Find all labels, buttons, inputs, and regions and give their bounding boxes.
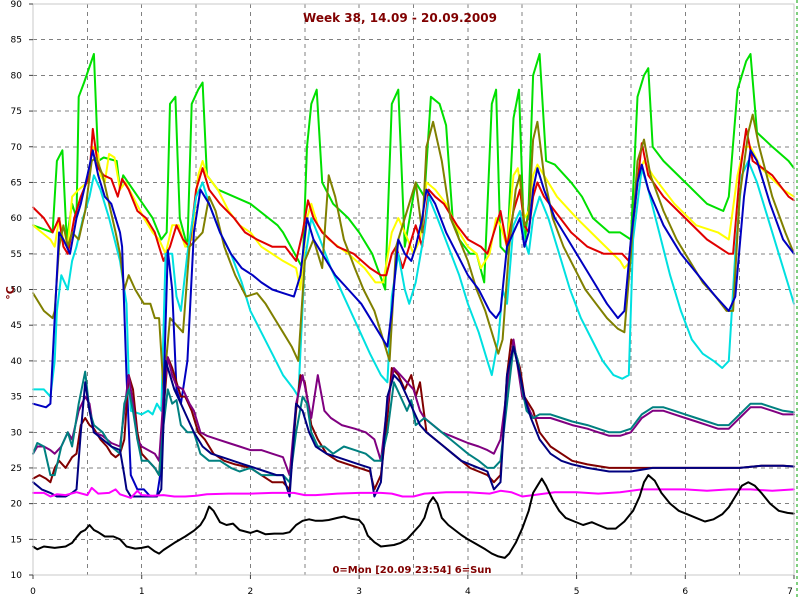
series-line-6	[32, 149, 795, 498]
x-tick-label: 2	[248, 587, 254, 597]
x-tick-label: 6	[682, 587, 688, 597]
y-axis-ticks: 10 15 20 25 30 35 40 45 50 55 60 65 70 75 80 85 90	[11, 0, 33, 581]
y-tick-label: 75	[11, 107, 22, 117]
y-tick-label: 30	[11, 428, 23, 438]
chart-title: Week 38, 14.09 - 20.09.2009	[303, 11, 497, 25]
x-tick-label: 3	[356, 587, 362, 597]
y-tick-label: 45	[11, 321, 22, 331]
y-tick-label: 80	[11, 71, 23, 81]
x-tick-label: 7	[787, 587, 793, 597]
y-tick-label: 55	[11, 250, 22, 260]
y-tick-label: 85	[11, 36, 22, 46]
y-axis-label: °C	[4, 286, 17, 300]
series-line-2	[32, 145, 795, 291]
chart-subtitle: 0=Mon [20.09 23:54] 6=Sun	[332, 565, 491, 576]
y-tick-label: 25	[11, 464, 22, 474]
series-line-12	[32, 474, 795, 559]
series-line-9	[32, 345, 795, 484]
y-tick-label: 40	[11, 357, 23, 367]
y-tick-label: 35	[11, 393, 22, 403]
x-tick-label: 0	[30, 587, 36, 597]
series-line-11	[32, 486, 795, 499]
series-line-3	[32, 127, 795, 277]
y-tick-label: 60	[11, 214, 23, 224]
y-tick-label: 70	[11, 143, 23, 153]
series-line-1	[32, 53, 795, 291]
data-series	[32, 53, 795, 559]
y-tick-label: 65	[11, 178, 22, 188]
y-tick-label: 90	[11, 0, 23, 10]
x-tick-label: 4	[465, 587, 471, 597]
y-tick-label: 20	[11, 500, 23, 510]
y-tick-label: 10	[11, 571, 23, 581]
x-tick-label: 1	[139, 587, 145, 597]
y-tick-label: 50	[11, 286, 23, 296]
series-line-7	[32, 338, 795, 491]
x-axis-ticks: 0 1 2 3 4 5 6 7	[30, 575, 795, 597]
series-line-8	[32, 338, 795, 477]
y-tick-label: 15	[11, 535, 22, 545]
series-line-10	[32, 345, 795, 498]
x-tick-label: 5	[574, 587, 580, 597]
